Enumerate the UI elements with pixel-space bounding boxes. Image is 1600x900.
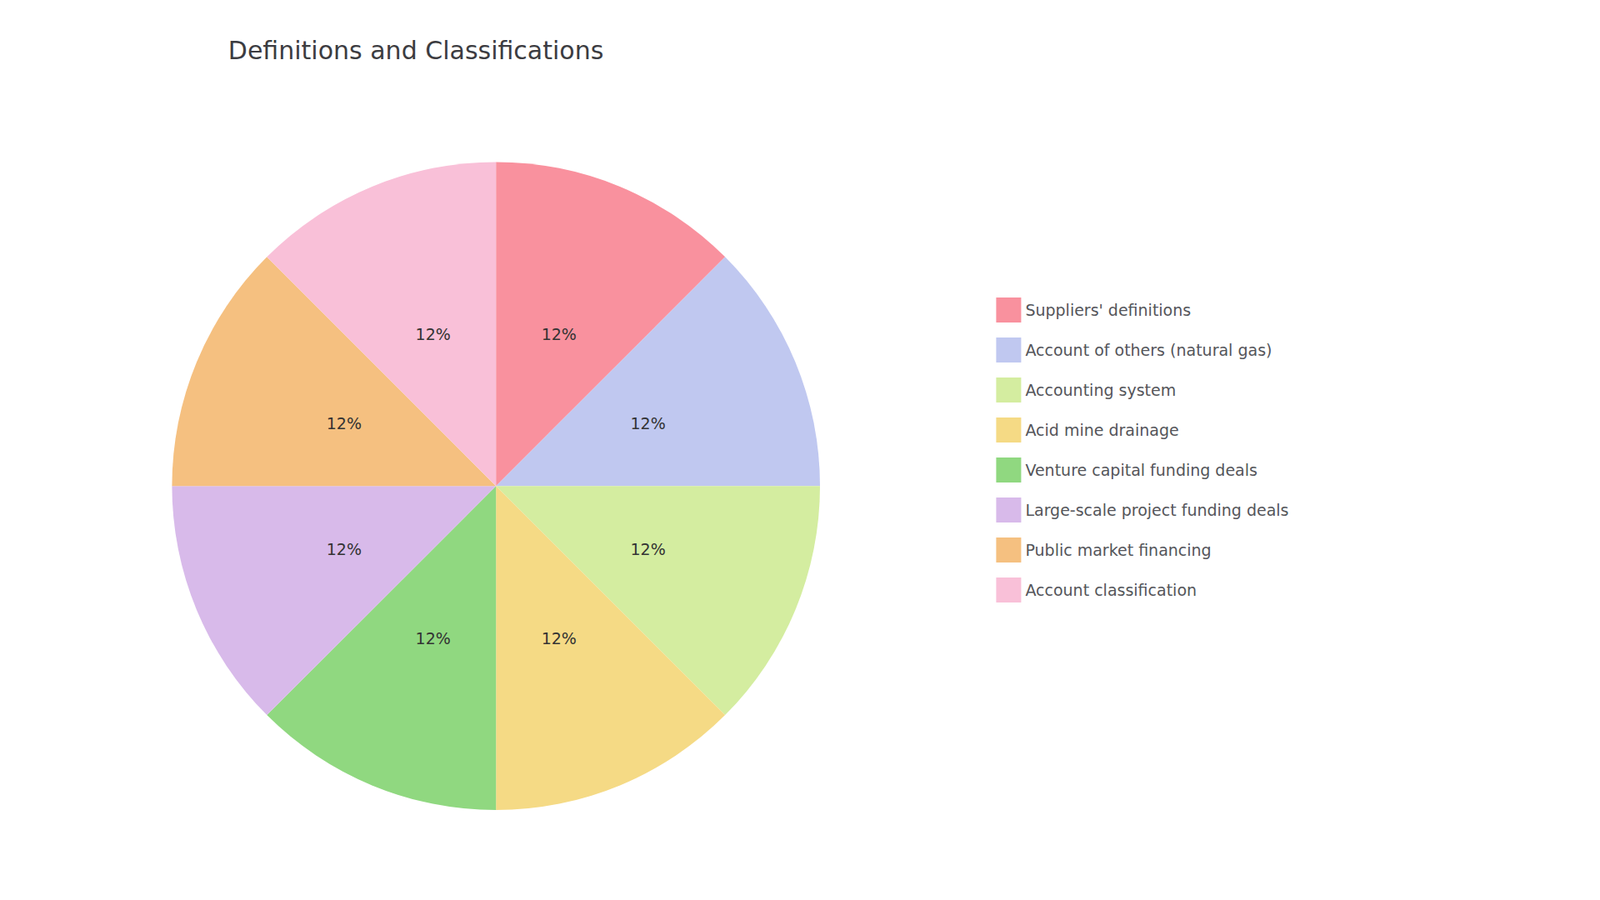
- svg-text:12%: 12%: [541, 629, 577, 648]
- svg-text:12%: 12%: [326, 414, 362, 433]
- svg-text:Definitions and Classification: Definitions and Classifications: [228, 35, 605, 65]
- svg-text:12%: 12%: [630, 540, 665, 559]
- svg-text:12%: 12%: [630, 414, 665, 433]
- svg-text:Account classification: Account classification: [1025, 580, 1197, 600]
- svg-text:12%: 12%: [541, 325, 577, 344]
- svg-text:Suppliers' definitions: Suppliers' definitions: [1025, 300, 1191, 320]
- svg-text:Account of others (natural gas: Account of others (natural gas): [1025, 340, 1272, 360]
- svg-text:12%: 12%: [326, 540, 362, 559]
- svg-text:Accounting system: Accounting system: [1025, 380, 1176, 400]
- svg-text:Large-scale project funding de: Large-scale project funding deals: [1025, 500, 1289, 520]
- svg-text:12%: 12%: [415, 629, 451, 648]
- svg-text:Public market financing: Public market financing: [1025, 540, 1211, 560]
- svg-text:Acid mine drainage: Acid mine drainage: [1025, 420, 1179, 440]
- svg-text:Venture capital funding deals: Venture capital funding deals: [1025, 460, 1258, 480]
- svg-text:12%: 12%: [415, 325, 451, 344]
